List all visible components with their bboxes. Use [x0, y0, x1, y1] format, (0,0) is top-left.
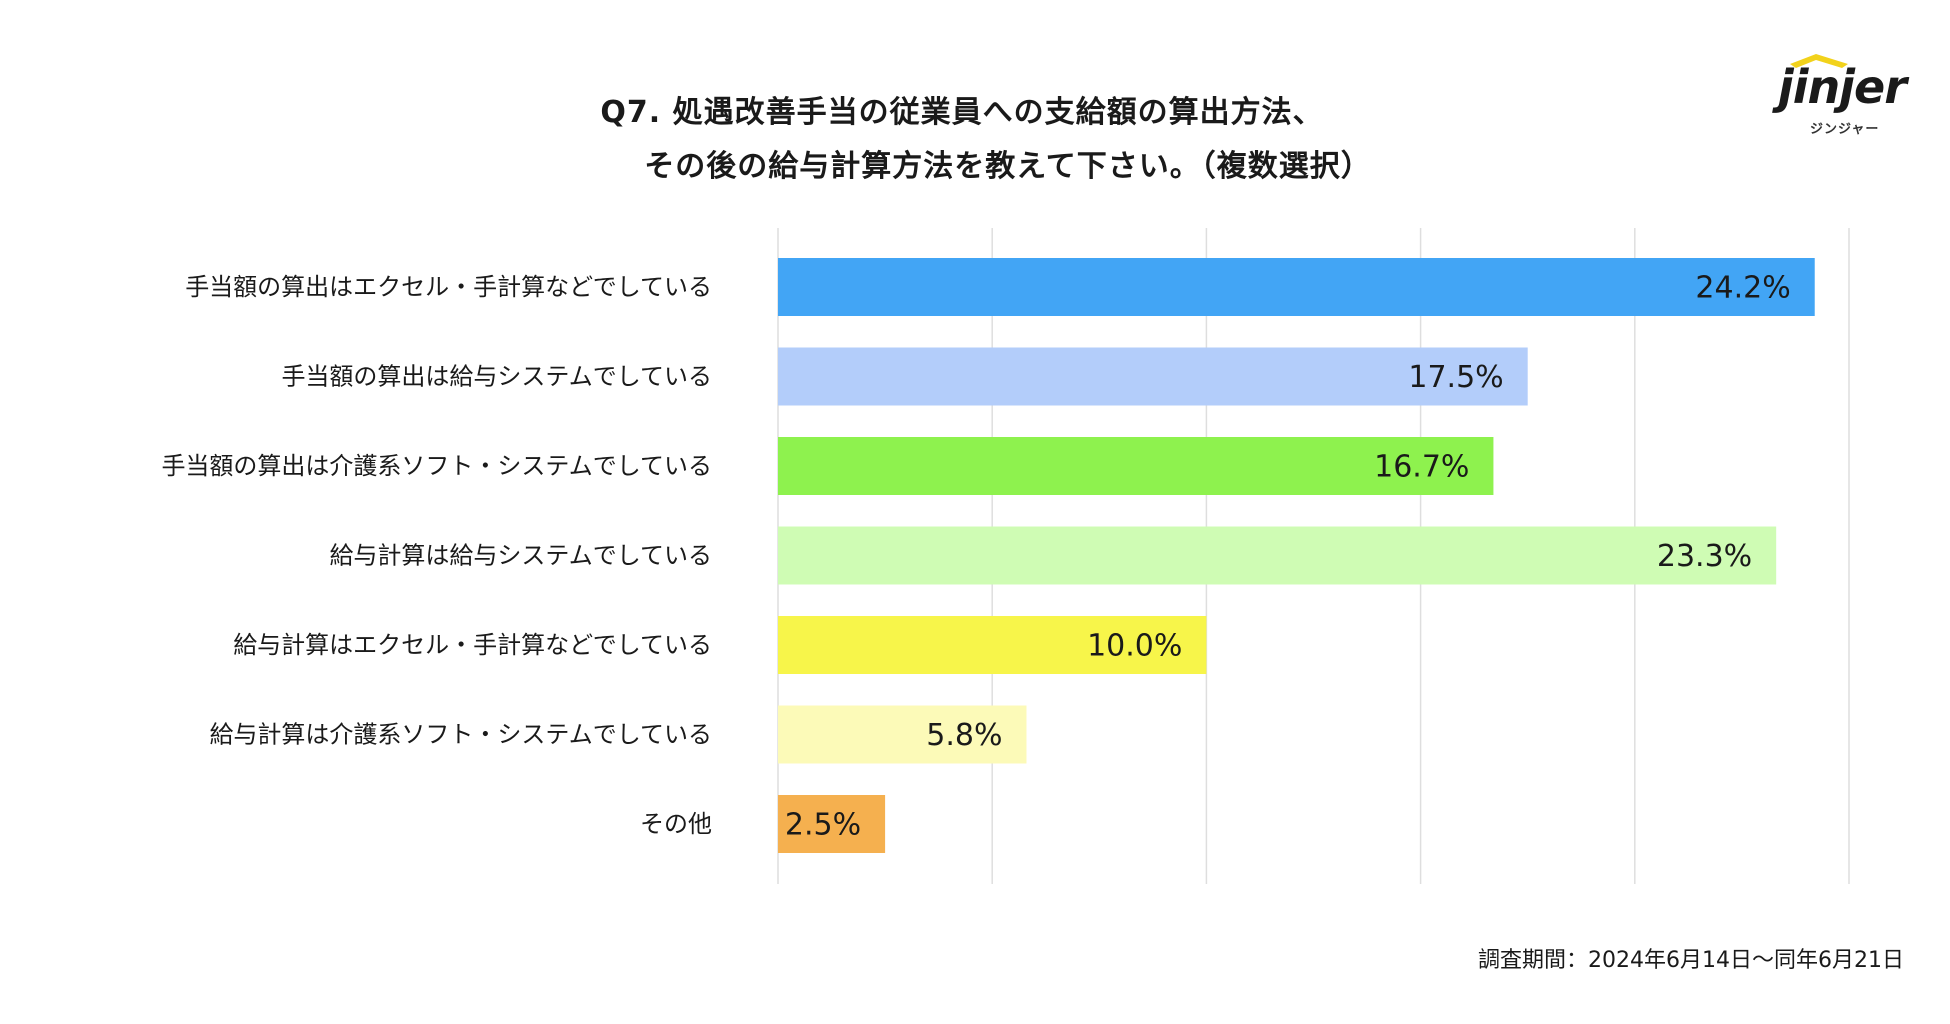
- value-label-1: 17.5%: [1408, 360, 1503, 395]
- bar-3: [778, 526, 1777, 585]
- value-label-6: 2.5%: [785, 808, 861, 843]
- logo-wordmark: jinjer: [1778, 60, 1907, 114]
- chart-title: Q7. 処遇改善手当の従業員への支給額の算出方法、 その後の給与計算方法を教えて…: [0, 86, 1950, 194]
- value-label-5: 5.8%: [926, 718, 1002, 753]
- category-label-3: 給与計算は給与システムでしている: [329, 542, 712, 570]
- value-label-0: 24.2%: [1695, 271, 1790, 306]
- category-label-5: 給与計算は介護系ソフト・システムでしている: [209, 721, 712, 749]
- bar-0: [778, 258, 1815, 316]
- value-label-4: 10.0%: [1087, 629, 1182, 664]
- category-label-6: その他: [640, 810, 712, 838]
- survey-period-note: 調査期間：2024年6月14日〜同年6月21日: [1478, 948, 1904, 973]
- category-label-4: 給与計算はエクセル・手計算などでしている: [233, 631, 712, 659]
- chart-title-line-1: Q7. 処遇改善手当の従業員への支給額の算出方法、: [600, 95, 1324, 130]
- bar-4: [778, 616, 1207, 674]
- value-label-3: 23.3%: [1657, 539, 1752, 574]
- bar-6: [778, 795, 886, 853]
- value-label-2: 16.7%: [1374, 450, 1469, 485]
- logo-subtitle: ジンジャー: [1810, 122, 1880, 137]
- chart-title-line-2: その後の給与計算方法を教えて下さい。（複数選択）: [644, 149, 1372, 184]
- category-label-1: 手当額の算出は給与システムでしている: [281, 363, 712, 391]
- bar-2: [778, 437, 1494, 495]
- bar-1: [778, 347, 1528, 406]
- category-label-0: 手当額の算出はエクセル・手計算などでしている: [185, 273, 712, 301]
- bar-5: [778, 705, 1027, 764]
- brand-logo: jinjer ジンジャー: [1770, 52, 1920, 142]
- category-label-2: 手当額の算出は介護系ソフト・システムでしている: [161, 452, 712, 480]
- logo-roof-icon: [1790, 54, 1848, 68]
